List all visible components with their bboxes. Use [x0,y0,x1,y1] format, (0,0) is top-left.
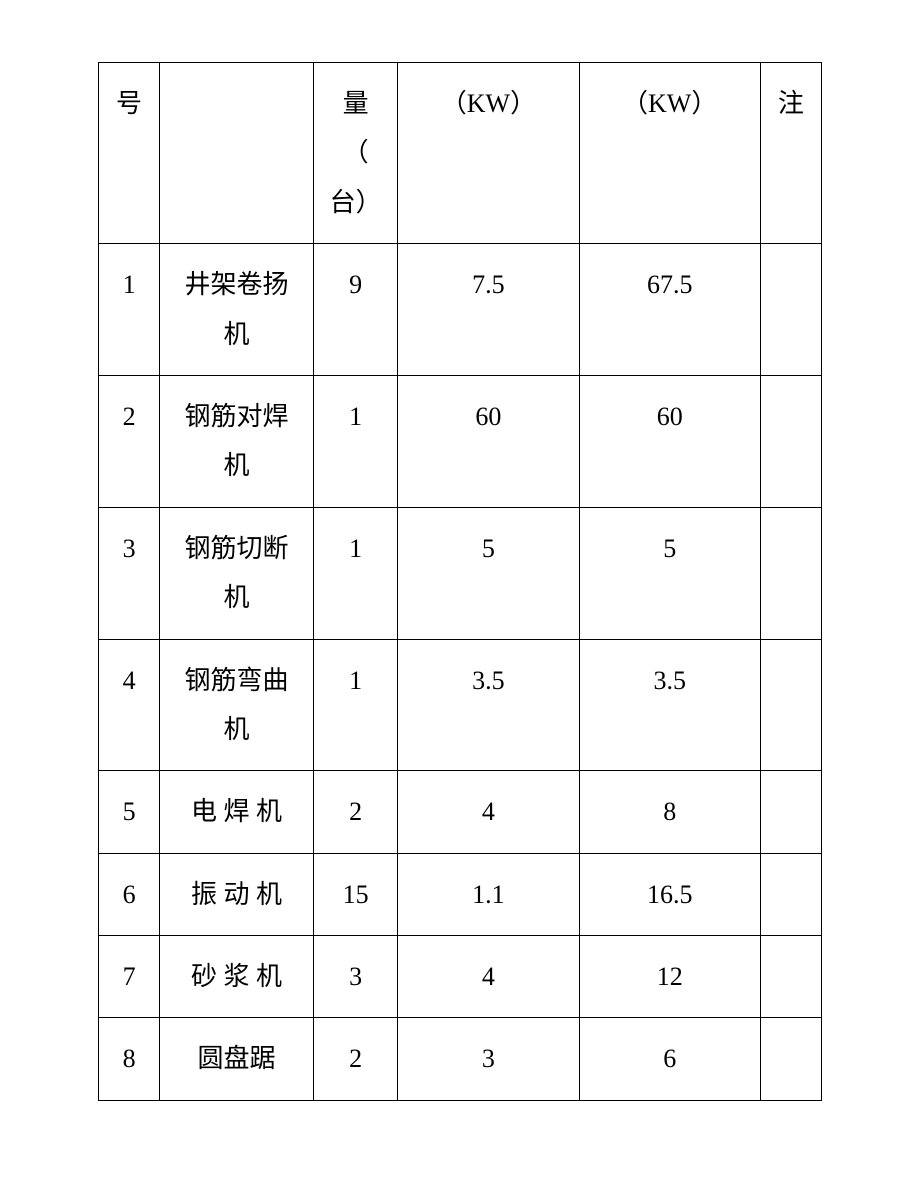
cell-note [760,639,821,771]
cell-kw1: 60 [398,375,579,507]
cell-kw1: 1.1 [398,853,579,935]
cell-num: 2 [99,375,160,507]
cell-note [760,507,821,639]
cell-num: 6 [99,853,160,935]
cell-name-line1: 井架卷扬 [164,260,309,309]
cell-kw2: 60 [579,375,760,507]
cell-kw1: 4 [398,936,579,1018]
cell-note [760,375,821,507]
cell-qty: 15 [313,853,397,935]
cell-note [760,771,821,853]
cell-num: 7 [99,936,160,1018]
cell-qty: 2 [313,771,397,853]
header-kw2: （KW） [579,63,760,244]
cell-kw1: 5 [398,507,579,639]
cell-qty: 2 [313,1018,397,1100]
cell-note [760,936,821,1018]
cell-qty: 9 [313,244,397,376]
cell-kw2: 16.5 [579,853,760,935]
header-qty: 量 （ 台） [313,63,397,244]
cell-name: 钢筋对焊 机 [160,375,314,507]
cell-name: 钢筋弯曲 机 [160,639,314,771]
cell-num: 5 [99,771,160,853]
cell-kw2: 67.5 [579,244,760,376]
cell-name-line2: 机 [164,310,309,359]
cell-num: 1 [99,244,160,376]
header-qty-line2: （ [318,128,393,177]
cell-name-line1: 钢筋对焊 [164,392,309,441]
cell-num: 4 [99,639,160,771]
header-qty-line3: 台） [318,178,393,227]
cell-kw1: 7.5 [398,244,579,376]
cell-kw2: 3.5 [579,639,760,771]
table-header-row: 号 量 （ 台） （KW） （KW） 注 [99,63,822,244]
cell-note [760,244,821,376]
cell-num: 3 [99,507,160,639]
cell-qty: 1 [313,375,397,507]
header-note: 注 [760,63,821,244]
table-row: 3 钢筋切断 机 1 5 5 [99,507,822,639]
table-row: 2 钢筋对焊 机 1 60 60 [99,375,822,507]
cell-kw2: 5 [579,507,760,639]
table-row: 6 振 动 机 15 1.1 16.5 [99,853,822,935]
cell-name: 振 动 机 [160,853,314,935]
cell-name-line2: 机 [164,441,309,490]
cell-kw1: 4 [398,771,579,853]
table-row: 1 井架卷扬 机 9 7.5 67.5 [99,244,822,376]
cell-name: 圆盘踞 [160,1018,314,1100]
header-name [160,63,314,244]
header-qty-line1: 量 [318,79,393,128]
cell-kw2: 6 [579,1018,760,1100]
cell-name: 钢筋切断 机 [160,507,314,639]
header-num: 号 [99,63,160,244]
cell-kw1: 3 [398,1018,579,1100]
cell-kw1: 3.5 [398,639,579,771]
cell-note [760,853,821,935]
cell-qty: 3 [313,936,397,1018]
cell-name-line2: 机 [164,573,309,622]
table-row: 8 圆盘踞 2 3 6 [99,1018,822,1100]
cell-name-line1: 钢筋切断 [164,524,309,573]
table-row: 7 砂 浆 机 3 4 12 [99,936,822,1018]
cell-name: 井架卷扬 机 [160,244,314,376]
table-row: 5 电 焊 机 2 4 8 [99,771,822,853]
cell-qty: 1 [313,639,397,771]
cell-note [760,1018,821,1100]
cell-kw2: 8 [579,771,760,853]
cell-num: 8 [99,1018,160,1100]
cell-name: 砂 浆 机 [160,936,314,1018]
cell-qty: 1 [313,507,397,639]
cell-name-line2: 机 [164,705,309,754]
cell-name: 电 焊 机 [160,771,314,853]
cell-name-line1: 钢筋弯曲 [164,656,309,705]
table-row: 4 钢筋弯曲 机 1 3.5 3.5 [99,639,822,771]
header-kw1: （KW） [398,63,579,244]
equipment-table: 号 量 （ 台） （KW） （KW） 注 1 井架卷扬 机 9 7.5 67.5… [98,62,822,1101]
cell-kw2: 12 [579,936,760,1018]
